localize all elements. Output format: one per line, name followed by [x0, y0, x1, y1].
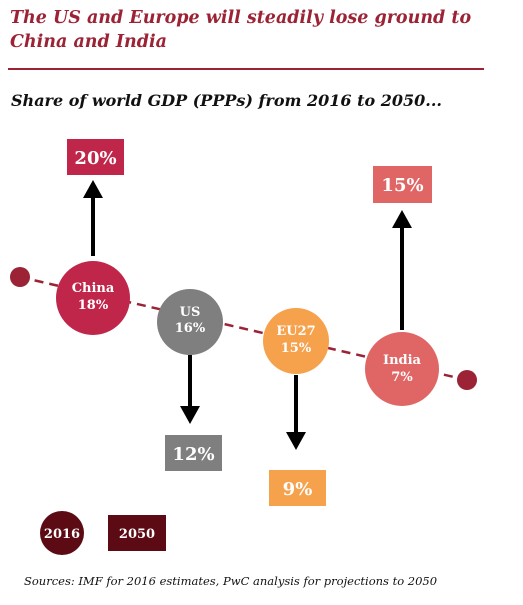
china-2050-box — [67, 139, 124, 175]
legend-2016-marker — [40, 511, 84, 555]
eu27-arrowhead — [286, 432, 306, 450]
us-bubble — [157, 289, 223, 355]
india-2016-value: 7% — [391, 370, 413, 385]
title-divider — [8, 68, 484, 70]
india-2050-box — [373, 166, 432, 203]
us-2050-value: 12% — [172, 444, 214, 465]
china-bubble — [56, 261, 130, 335]
legend-2050-label: 2050 — [119, 527, 155, 542]
india-label: India — [383, 353, 422, 368]
source-note: Sources: IMF for 2016 estimates, PwC ana… — [24, 574, 438, 588]
eu27-2016-value: 15% — [281, 341, 312, 356]
china-label: China — [72, 281, 115, 296]
us-label: US — [180, 305, 201, 320]
legend-2016-label: 2016 — [44, 527, 80, 542]
india-2050-value: 15% — [381, 175, 423, 196]
china-arrowhead — [83, 180, 103, 198]
trend-end-dot — [457, 370, 477, 390]
eu27-2050-value: 9% — [283, 479, 313, 500]
eu27-label: EU27 — [276, 324, 315, 339]
legend-2050-marker — [108, 515, 166, 551]
india-arrowhead — [392, 210, 412, 228]
india-bubble — [365, 332, 439, 406]
us-2016-value: 16% — [175, 321, 206, 336]
trend-start-dot — [10, 267, 30, 287]
headline: The US and Europe will steadily lose gro… — [10, 8, 472, 52]
us-arrowhead — [180, 406, 200, 424]
eu27-2050-box — [269, 470, 326, 506]
subtitle: Share of world GDP (PPPs) from 2016 to 2… — [11, 91, 442, 110]
china-2050-value: 20% — [74, 148, 116, 169]
us-2050-box — [165, 435, 222, 471]
eu27-bubble — [263, 308, 329, 374]
china-2016-value: 18% — [78, 298, 109, 313]
